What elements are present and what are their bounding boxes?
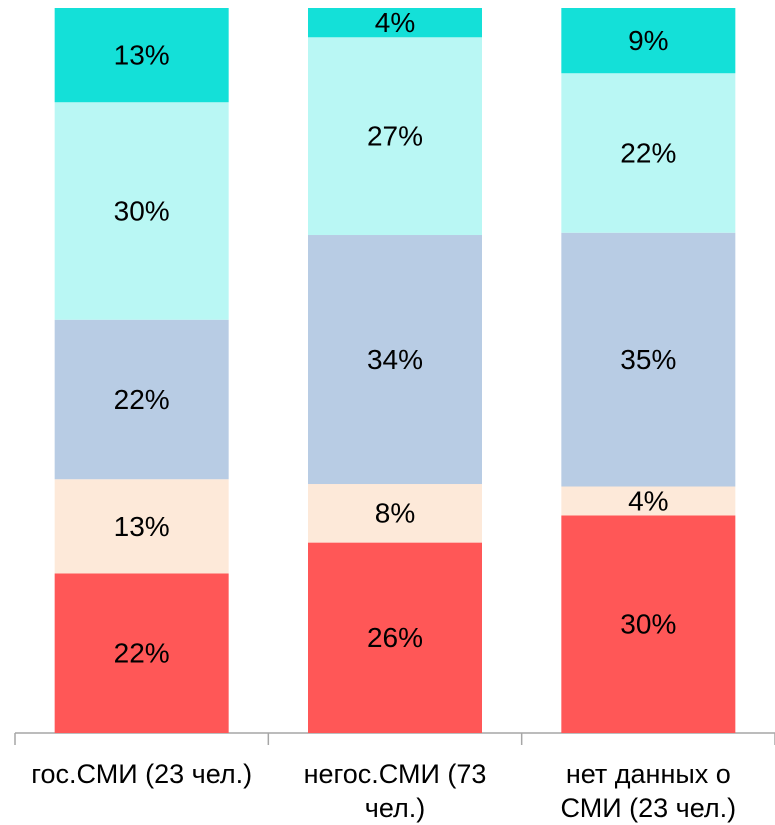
data-label: 30% bbox=[114, 195, 170, 226]
data-label: 13% bbox=[114, 511, 170, 542]
x-tick-label: нет данных о СМИ (23 чел.) bbox=[560, 759, 737, 823]
bar-segment bbox=[561, 486, 736, 516]
bar-segment bbox=[561, 73, 736, 233]
data-label: 8% bbox=[375, 498, 415, 529]
data-label: 13% bbox=[114, 40, 170, 71]
bar-segment bbox=[54, 479, 229, 574]
bar-segment bbox=[308, 8, 482, 38]
data-label: 22% bbox=[114, 384, 170, 415]
data-label: 34% bbox=[367, 344, 423, 375]
bar-segment bbox=[561, 8, 736, 74]
x-tick-label: гос.СМИ (23 чел.) bbox=[31, 759, 253, 789]
data-label: 30% bbox=[620, 609, 676, 640]
bar-segment bbox=[308, 235, 482, 485]
bar-segment bbox=[54, 8, 229, 103]
bar-segment bbox=[561, 515, 736, 733]
bar-segment bbox=[54, 319, 229, 480]
data-label: 22% bbox=[114, 638, 170, 669]
bar-segment bbox=[308, 37, 482, 236]
data-label: 4% bbox=[375, 7, 415, 38]
data-label: 4% bbox=[628, 485, 668, 516]
data-label: 27% bbox=[367, 121, 423, 152]
x-tick-label: негос.СМИ (73 чел.) bbox=[303, 759, 487, 823]
data-label: 9% bbox=[628, 25, 668, 56]
bar-segment bbox=[561, 232, 736, 487]
bar-segment bbox=[54, 102, 229, 320]
data-label: 35% bbox=[620, 344, 676, 375]
data-label: 22% bbox=[620, 137, 676, 168]
bar-segment bbox=[308, 542, 482, 733]
bar-segment bbox=[308, 484, 482, 543]
data-label: 26% bbox=[367, 622, 423, 653]
bar-segment bbox=[54, 573, 229, 733]
